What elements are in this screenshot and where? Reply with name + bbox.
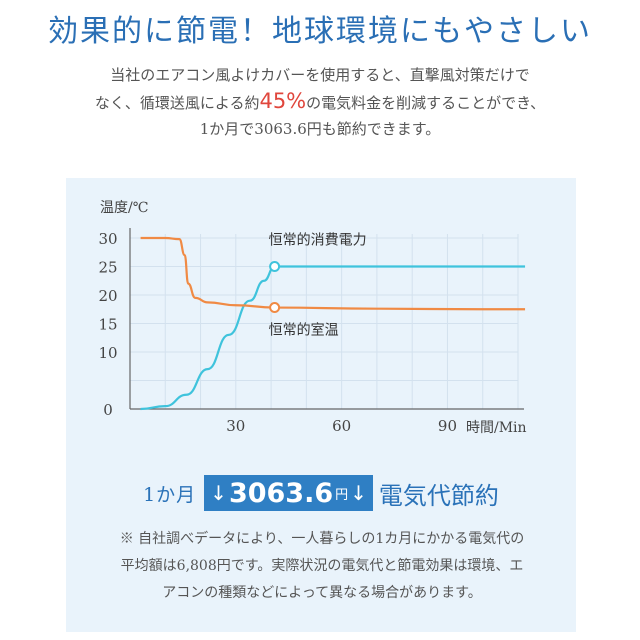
headline: 効果的に節電！地球環境にもやさしい xyxy=(48,14,592,49)
intro-text: 当社のエアコン風よけカバーを使用すると、直撃風対策だけで なく、循環送風による約… xyxy=(30,62,610,142)
intro-line-2: なく、循環送風による約45%の電気料金を削減することができ、 xyxy=(30,88,610,116)
x-tick-label: 90 xyxy=(438,417,457,435)
x-axis-label: 時間/Min xyxy=(466,420,527,436)
y-tick-label: 15 xyxy=(98,316,117,334)
x-tick-label: 60 xyxy=(332,417,351,435)
x-tick-label: 30 xyxy=(226,417,245,435)
footnote-line-3: アコンの種類などによって異なる場合があります。 xyxy=(162,585,482,601)
footnote-line-1: ※ 自社調べデータにより、一人暮らしの1カ月にかかる電気代の xyxy=(119,531,525,547)
saving-amount: 3063.6 xyxy=(228,477,334,509)
saving-banner: 1か月 ↓ 3063.6 円 ↓ 電気代節約 xyxy=(66,472,576,514)
footnote: ※ 自社調べデータにより、一人暮らしの1カ月にかかる電気代の 平均額は6,808… xyxy=(80,526,564,607)
chart-axes xyxy=(129,228,524,410)
y-tick-label: 30 xyxy=(98,230,117,248)
intro-line-2-before: なく、循環送風による約 xyxy=(94,94,260,112)
y-tick-label: 0 xyxy=(103,401,113,419)
y-tick-label: 25 xyxy=(98,259,117,277)
y-tick-label: 10 xyxy=(98,344,117,362)
down-arrow-icon: ↓ xyxy=(350,481,367,505)
footnote-line-2: 平均額は6,808円です。実際状況の電気代と節電効果は環境、エ xyxy=(120,558,524,574)
y-axis-label: 温度/℃ xyxy=(100,200,148,216)
series-line-1 xyxy=(140,265,526,411)
intro-line-1: 当社のエアコン風よけカバーを使用すると、直撃風対策だけで xyxy=(110,66,530,84)
series-marker-1 xyxy=(269,261,281,272)
chart-panel xyxy=(66,178,576,632)
saving-suffix: 電気代節約 xyxy=(378,481,499,510)
intro-line-2-after: の電気料金を削減することができ、 xyxy=(306,94,546,112)
saving-unit: 円 xyxy=(335,487,349,503)
intro-line-3: 1か月で3063.6円も節約できます。 xyxy=(199,120,441,138)
saving-prefix: 1か月 xyxy=(143,483,197,506)
y-tick-labels: 0 10 15 20 25 30 xyxy=(98,230,117,419)
series-marker-2 xyxy=(269,302,281,314)
series-line-2 xyxy=(140,236,526,311)
series-label-2: 恒常的室温 xyxy=(269,322,339,339)
savings-percent: 45% xyxy=(259,89,307,113)
chart-grid xyxy=(130,234,519,409)
x-tick-labels: 30 60 90 xyxy=(226,417,457,435)
series-label-1: 恒常的消費電力 xyxy=(269,233,367,249)
down-arrow-icon: ↓ xyxy=(210,481,227,505)
y-tick-label: 20 xyxy=(98,287,117,305)
temperature-chart: 温度/℃ 時間/Min 0 10 15 20 25 30 30 60 90 恒常的消費電力恒常… xyxy=(98,200,527,436)
saving-amount-badge: ↓ 3063.6 円 ↓ xyxy=(204,475,373,511)
